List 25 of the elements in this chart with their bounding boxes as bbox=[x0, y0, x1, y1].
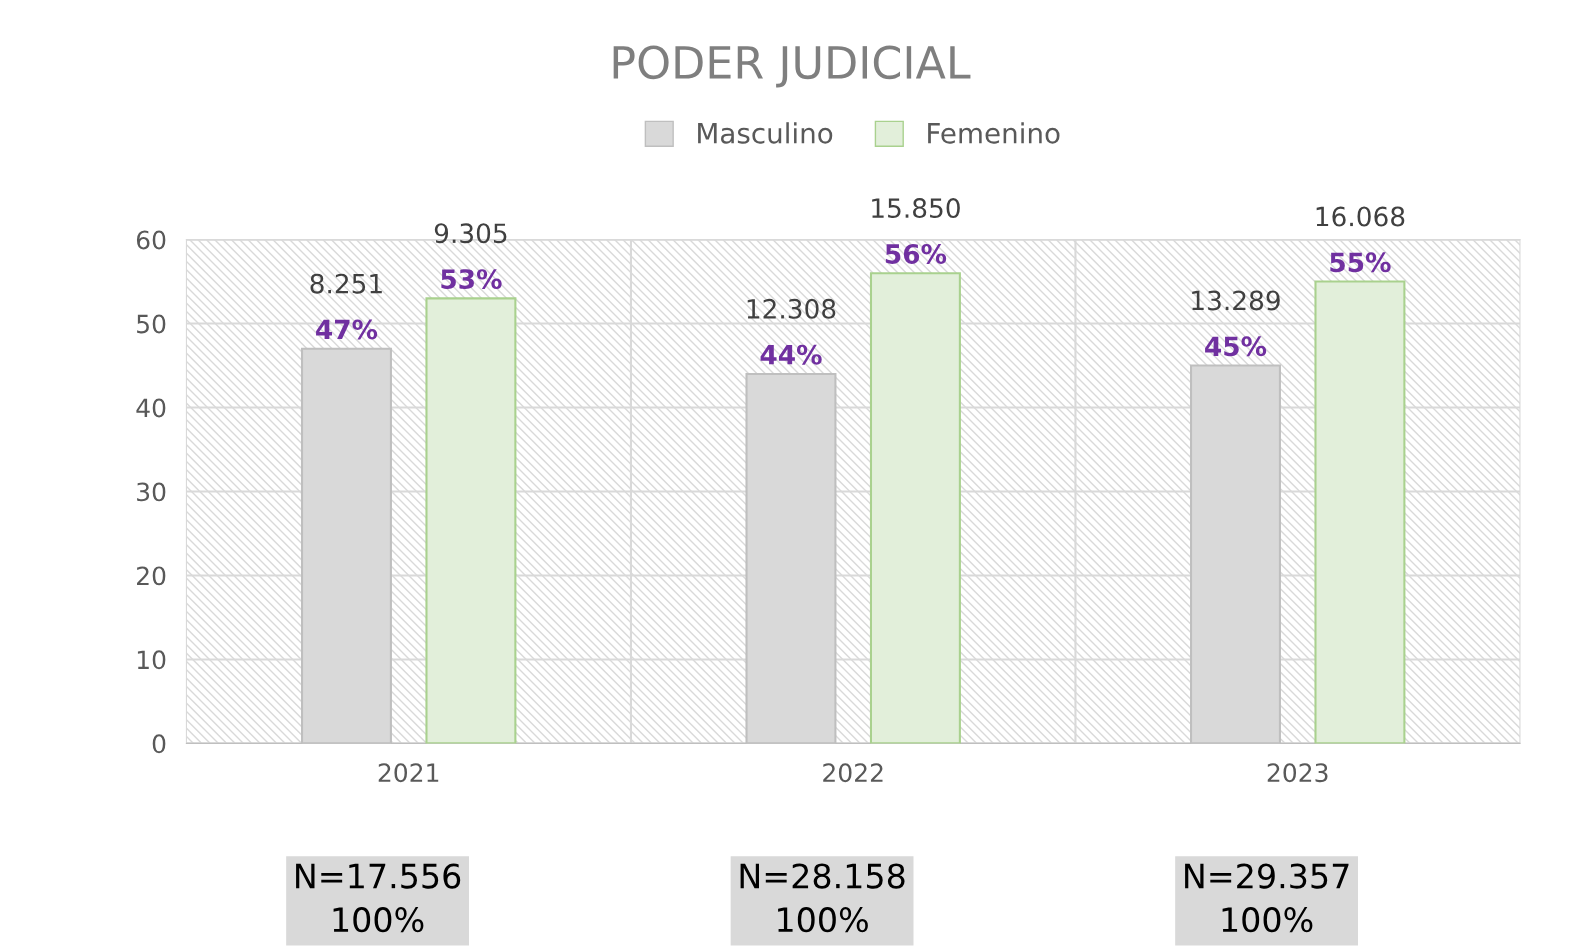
data-label: 8.251 47% bbox=[310, 273, 382, 340]
y-tick-label: 20 bbox=[137, 566, 166, 586]
bar bbox=[425, 297, 517, 744]
y-tick-label: 60 bbox=[136, 230, 166, 250]
legend-label: Masculino bbox=[698, 122, 833, 144]
y-tick-label: 30 bbox=[137, 482, 166, 502]
data-label: 15.850 56% bbox=[872, 198, 960, 264]
text: N=17.556 100% bbox=[296, 863, 461, 933]
data-label: 9.305 53% bbox=[434, 223, 507, 290]
bar bbox=[869, 272, 961, 744]
x-tick-label: 2023 bbox=[1267, 763, 1328, 783]
x-tick-label: 2022 bbox=[823, 763, 883, 783]
y-tick-label: 40 bbox=[136, 398, 166, 418]
bar bbox=[1314, 280, 1406, 744]
legend-label: Femenino bbox=[928, 122, 1060, 144]
x-tick-label: 2021 bbox=[378, 763, 439, 783]
y-tick-label: 50 bbox=[137, 314, 166, 334]
data-label: 16.068 55% bbox=[1316, 206, 1405, 273]
y-tick-label: 0 bbox=[152, 734, 166, 754]
y-tick-label: 10 bbox=[137, 650, 166, 670]
text: N=28.158 100% bbox=[740, 863, 905, 933]
text: N=29.357 100% bbox=[1185, 863, 1349, 933]
data-label: 13.289 45% bbox=[1192, 290, 1280, 357]
chart-title: PODER JUDICIAL bbox=[613, 45, 971, 88]
data-label: 12.308 44% bbox=[747, 298, 836, 365]
